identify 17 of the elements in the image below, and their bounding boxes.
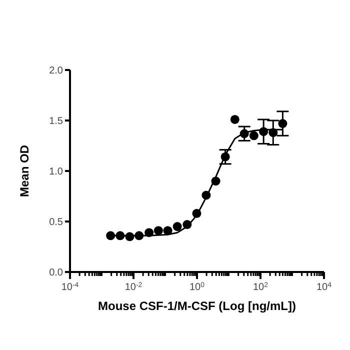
x-tick-label: 10$^{-4}$ [61,282,79,293]
point [154,226,163,236]
y-tick-label: 1.5 [49,116,64,128]
point [172,222,182,232]
y-axis-title: Mean OD [17,144,32,198]
point [249,131,258,140]
y-tick-label: 0.0 [49,268,64,279]
point [278,119,288,128]
y-tick-label: 2.0 [49,66,64,77]
x-axis-title: Mouse CSF-1/M-CSF (Log [ng/mL]) [98,299,296,313]
x-tick-label: 10$^{-2}$ [124,282,142,293]
x-tick-label: 10$^{2}$ [252,282,268,293]
x-tick-label: 10$^{0}$ [189,282,205,293]
point [230,114,240,124]
y-tick-label: 0.5 [49,217,64,228]
y-tick-label: 1.0 [49,166,64,178]
x-tick-label: 10$^{4}$ [316,282,332,293]
